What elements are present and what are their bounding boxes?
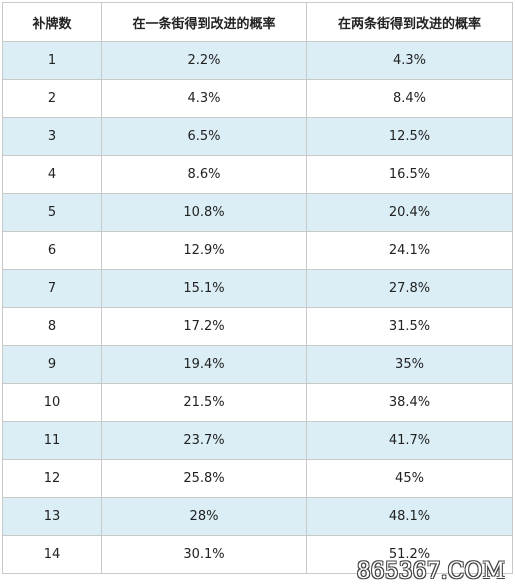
probability-table: 补牌数 在一条街得到改进的概率 在两条街得到改进的概率 1 2.2% 4.3% 2 4.… [2,2,513,574]
cell-one-street: 4.3% [101,79,307,118]
table-row: 5 10.8% 20.4% [2,193,513,232]
cell-outs: 8 [2,307,102,346]
cell-two-streets: 12.5% [306,117,513,156]
cell-one-street: 15.1% [101,269,307,308]
cell-one-street: 2.2% [101,41,307,80]
cell-one-street: 25.8% [101,459,307,498]
cell-outs: 13 [2,497,102,536]
cell-outs: 11 [2,421,102,460]
cell-one-street: 28% [101,497,307,536]
cell-outs: 12 [2,459,102,498]
cell-two-streets: 35% [306,345,513,384]
cell-outs: 7 [2,269,102,308]
cell-outs: 5 [2,193,102,232]
cell-outs: 4 [2,155,102,194]
table-row: 1 2.2% 4.3% [2,41,513,80]
table-row: 12 25.8% 45% [2,459,513,498]
cell-outs: 14 [2,535,102,574]
cell-one-street: 19.4% [101,345,307,384]
header-one-street: 在一条街得到改进的概率 [101,2,307,42]
cell-outs: 6 [2,231,102,270]
cell-two-streets: 51.2% [306,535,513,574]
cell-two-streets: 4.3% [306,41,513,80]
cell-one-street: 8.6% [101,155,307,194]
table-row: 6 12.9% 24.1% [2,231,513,270]
cell-two-streets: 16.5% [306,155,513,194]
watermark: 865367.COM [356,559,505,584]
cell-two-streets: 41.7% [306,421,513,460]
table-row: 14 30.1% 51.2% [2,535,513,574]
cell-two-streets: 8.4% [306,79,513,118]
cell-outs: 9 [2,345,102,384]
table-row: 10 21.5% 38.4% [2,383,513,422]
cell-one-street: 23.7% [101,421,307,460]
cell-two-streets: 31.5% [306,307,513,346]
table-row: 8 17.2% 31.5% [2,307,513,346]
cell-outs: 2 [2,79,102,118]
header-two-streets: 在两条街得到改进的概率 [306,2,513,42]
header-outs: 补牌数 [2,2,102,42]
table-row: 7 15.1% 27.8% [2,269,513,308]
table-row: 9 19.4% 35% [2,345,513,384]
cell-outs: 1 [2,41,102,80]
cell-two-streets: 38.4% [306,383,513,422]
cell-two-streets: 48.1% [306,497,513,536]
cell-one-street: 10.8% [101,193,307,232]
cell-one-street: 21.5% [101,383,307,422]
table-body: 1 2.2% 4.3% 2 4.3% 8.4% 3 6.5% 12.5% 4 8.6% 16.5% 5 1… [2,41,513,574]
table-row: 13 28% 48.1% [2,497,513,536]
cell-two-streets: 27.8% [306,269,513,308]
cell-outs: 10 [2,383,102,422]
table-header-row: 补牌数 在一条街得到改进的概率 在两条街得到改进的概率 [2,2,513,42]
cell-one-street: 6.5% [101,117,307,156]
table-row: 3 6.5% 12.5% [2,117,513,156]
cell-one-street: 30.1% [101,535,307,574]
cell-one-street: 12.9% [101,231,307,270]
table-row: 2 4.3% 8.4% [2,79,513,118]
cell-outs: 3 [2,117,102,156]
table-row: 4 8.6% 16.5% [2,155,513,194]
cell-two-streets: 20.4% [306,193,513,232]
probability-table-container: 补牌数 在一条街得到改进的概率 在两条街得到改进的概率 1 2.2% 4.3% 2 4.… [2,2,513,574]
cell-two-streets: 45% [306,459,513,498]
table-row: 11 23.7% 41.7% [2,421,513,460]
cell-one-street: 17.2% [101,307,307,346]
cell-two-streets: 24.1% [306,231,513,270]
